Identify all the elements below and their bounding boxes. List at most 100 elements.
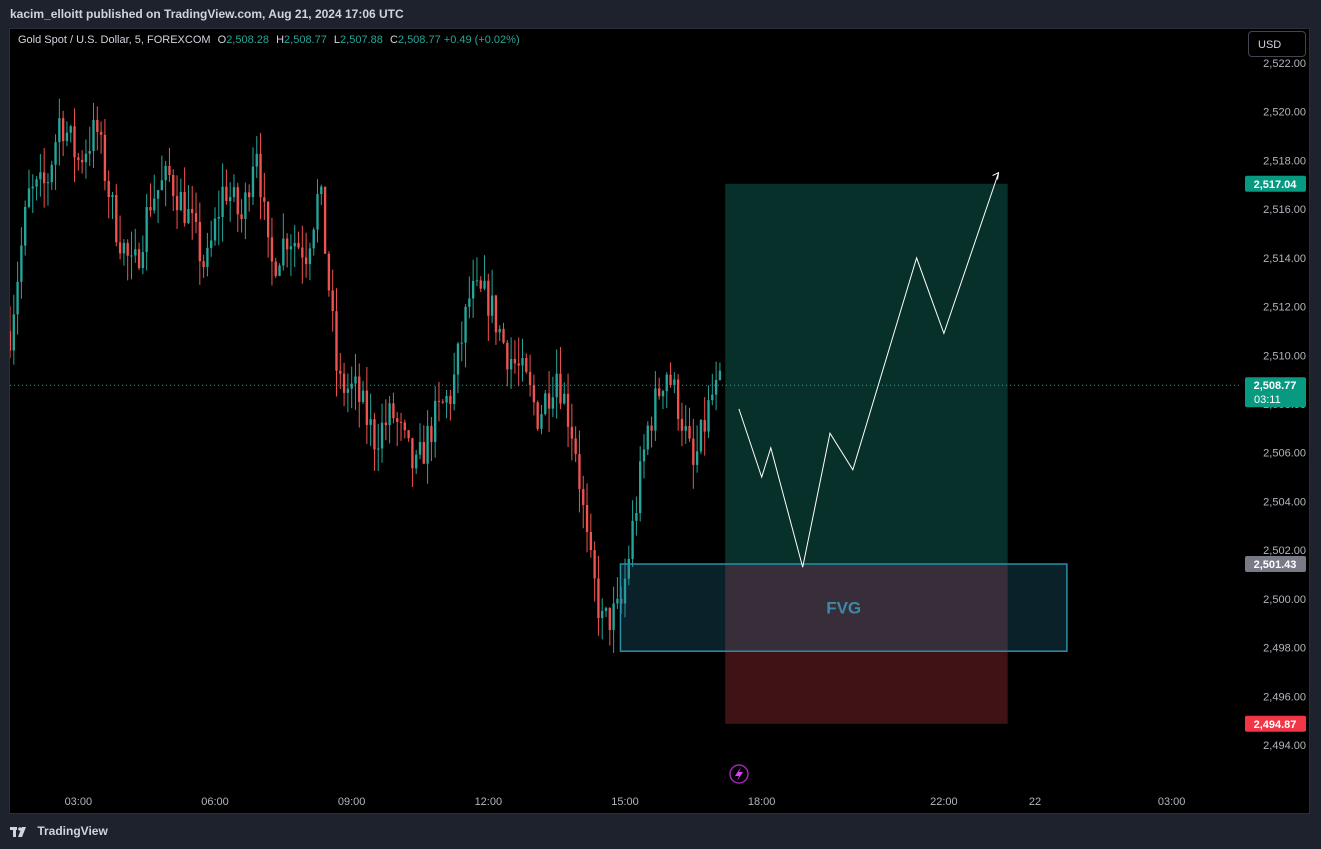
candle-body xyxy=(555,373,558,398)
candle-body xyxy=(12,314,15,351)
candle-body xyxy=(115,195,118,243)
candle-body xyxy=(582,489,585,506)
candle-body xyxy=(483,280,486,289)
candle-body xyxy=(20,245,23,282)
candle-body xyxy=(198,221,201,262)
candle-body xyxy=(99,131,103,135)
candle-body xyxy=(354,376,357,384)
price-axis: 2,494.00 2,496.00 2,498.00 2,500.00 2,502.00… xyxy=(1245,58,1306,752)
candle-body xyxy=(274,261,277,276)
candle-body xyxy=(646,425,649,450)
candle-body xyxy=(718,370,722,380)
candle-body xyxy=(236,187,239,215)
chart-misc xyxy=(729,764,749,784)
candle-body xyxy=(593,550,596,579)
candle-body xyxy=(46,182,50,184)
candle-body xyxy=(460,342,463,344)
candle-body xyxy=(574,438,577,455)
candle-body xyxy=(270,237,274,262)
candle-body xyxy=(134,249,137,256)
candle-body xyxy=(585,505,589,532)
candle-body xyxy=(80,159,84,163)
candle-body xyxy=(631,520,634,560)
candle-body xyxy=(259,153,262,198)
entry-price-tag-bg xyxy=(1245,556,1306,573)
candle-body xyxy=(69,126,72,133)
candle-body xyxy=(141,252,145,269)
candle-body xyxy=(77,157,80,160)
candle-body xyxy=(210,240,213,248)
candle-body xyxy=(380,422,384,449)
candle-body xyxy=(525,357,528,372)
candle-body xyxy=(468,298,471,307)
candle-body xyxy=(620,598,623,604)
stop-price-tag-bg xyxy=(1245,715,1306,732)
low-label: L xyxy=(333,34,341,46)
candle-body xyxy=(528,371,532,386)
candle-body xyxy=(403,422,406,431)
candle-body xyxy=(240,214,243,219)
fvg-label: FVG xyxy=(826,599,861,618)
last-price-tag-countdown: 03:11 xyxy=(1254,394,1281,406)
candle-body xyxy=(399,421,403,423)
candle-body xyxy=(418,441,422,455)
candle-body xyxy=(312,229,315,249)
candle-body xyxy=(601,610,604,619)
candle-body xyxy=(346,388,350,393)
candle-body xyxy=(289,246,293,250)
candles xyxy=(10,98,722,653)
candle-body xyxy=(172,174,175,196)
candle-body xyxy=(137,249,141,269)
candle-body xyxy=(194,213,198,222)
candle-body xyxy=(578,454,581,490)
candle-body xyxy=(456,343,460,375)
candle-body xyxy=(684,426,687,431)
candle-body xyxy=(350,383,353,389)
candle-body xyxy=(415,454,418,469)
candle-body xyxy=(27,188,31,207)
candle-body xyxy=(327,253,331,291)
candle-body xyxy=(475,280,479,282)
price-tick-label: 2,510.00 xyxy=(1263,350,1306,362)
candle-body xyxy=(206,247,209,267)
candle-body xyxy=(187,209,190,224)
symbol-name[interactable]: Gold Spot / U.S. Dollar, 5, FOREXCOM xyxy=(18,34,211,46)
price-tick-label: 2,514.00 xyxy=(1263,253,1306,265)
entry-price-tag-label: 2,501.43 xyxy=(1254,559,1297,571)
candle-body xyxy=(153,198,156,211)
candle-body xyxy=(107,180,110,198)
candle-body xyxy=(657,388,661,397)
position-zones xyxy=(725,183,1008,724)
candle-body xyxy=(247,192,251,198)
candle-body xyxy=(160,180,164,191)
price-tick-label: 2,494.00 xyxy=(1263,740,1306,752)
candle-body xyxy=(604,607,608,611)
candle-body xyxy=(103,134,107,181)
candle-body xyxy=(73,126,76,158)
candle-body xyxy=(570,426,574,439)
candle-body xyxy=(509,358,513,370)
price-tick-label: 2,504.00 xyxy=(1263,496,1306,508)
last-price-tag-bg xyxy=(1245,377,1306,408)
candle-body xyxy=(10,330,12,351)
time-tick-label: 15:00 xyxy=(611,796,639,808)
candle-body xyxy=(449,395,452,404)
candle-body xyxy=(422,441,425,464)
currency-button[interactable]: USD xyxy=(1248,31,1306,57)
candle-body xyxy=(551,397,555,409)
tradingview-footer[interactable]: TradingView xyxy=(10,822,108,840)
price-tick-label: 2,496.00 xyxy=(1263,691,1306,703)
candle-body xyxy=(487,280,490,316)
candle-body xyxy=(437,400,441,402)
candle-body xyxy=(16,281,19,315)
price-chart[interactable]: FVG 2,494.00 2,496.00 2,498.00 2,500.00 2,50… xyxy=(10,29,1311,815)
candle-body xyxy=(342,373,346,393)
candle-body xyxy=(84,153,88,163)
candle-body xyxy=(183,191,186,224)
projection-line xyxy=(738,172,1000,568)
candle-body xyxy=(118,242,122,254)
candle-body xyxy=(365,390,369,425)
time-tick-label: 06:00 xyxy=(201,796,229,808)
candle-body xyxy=(225,186,228,202)
chart-frame[interactable]: FVG 2,494.00 2,496.00 2,498.00 2,500.00 2,50… xyxy=(9,28,1310,814)
